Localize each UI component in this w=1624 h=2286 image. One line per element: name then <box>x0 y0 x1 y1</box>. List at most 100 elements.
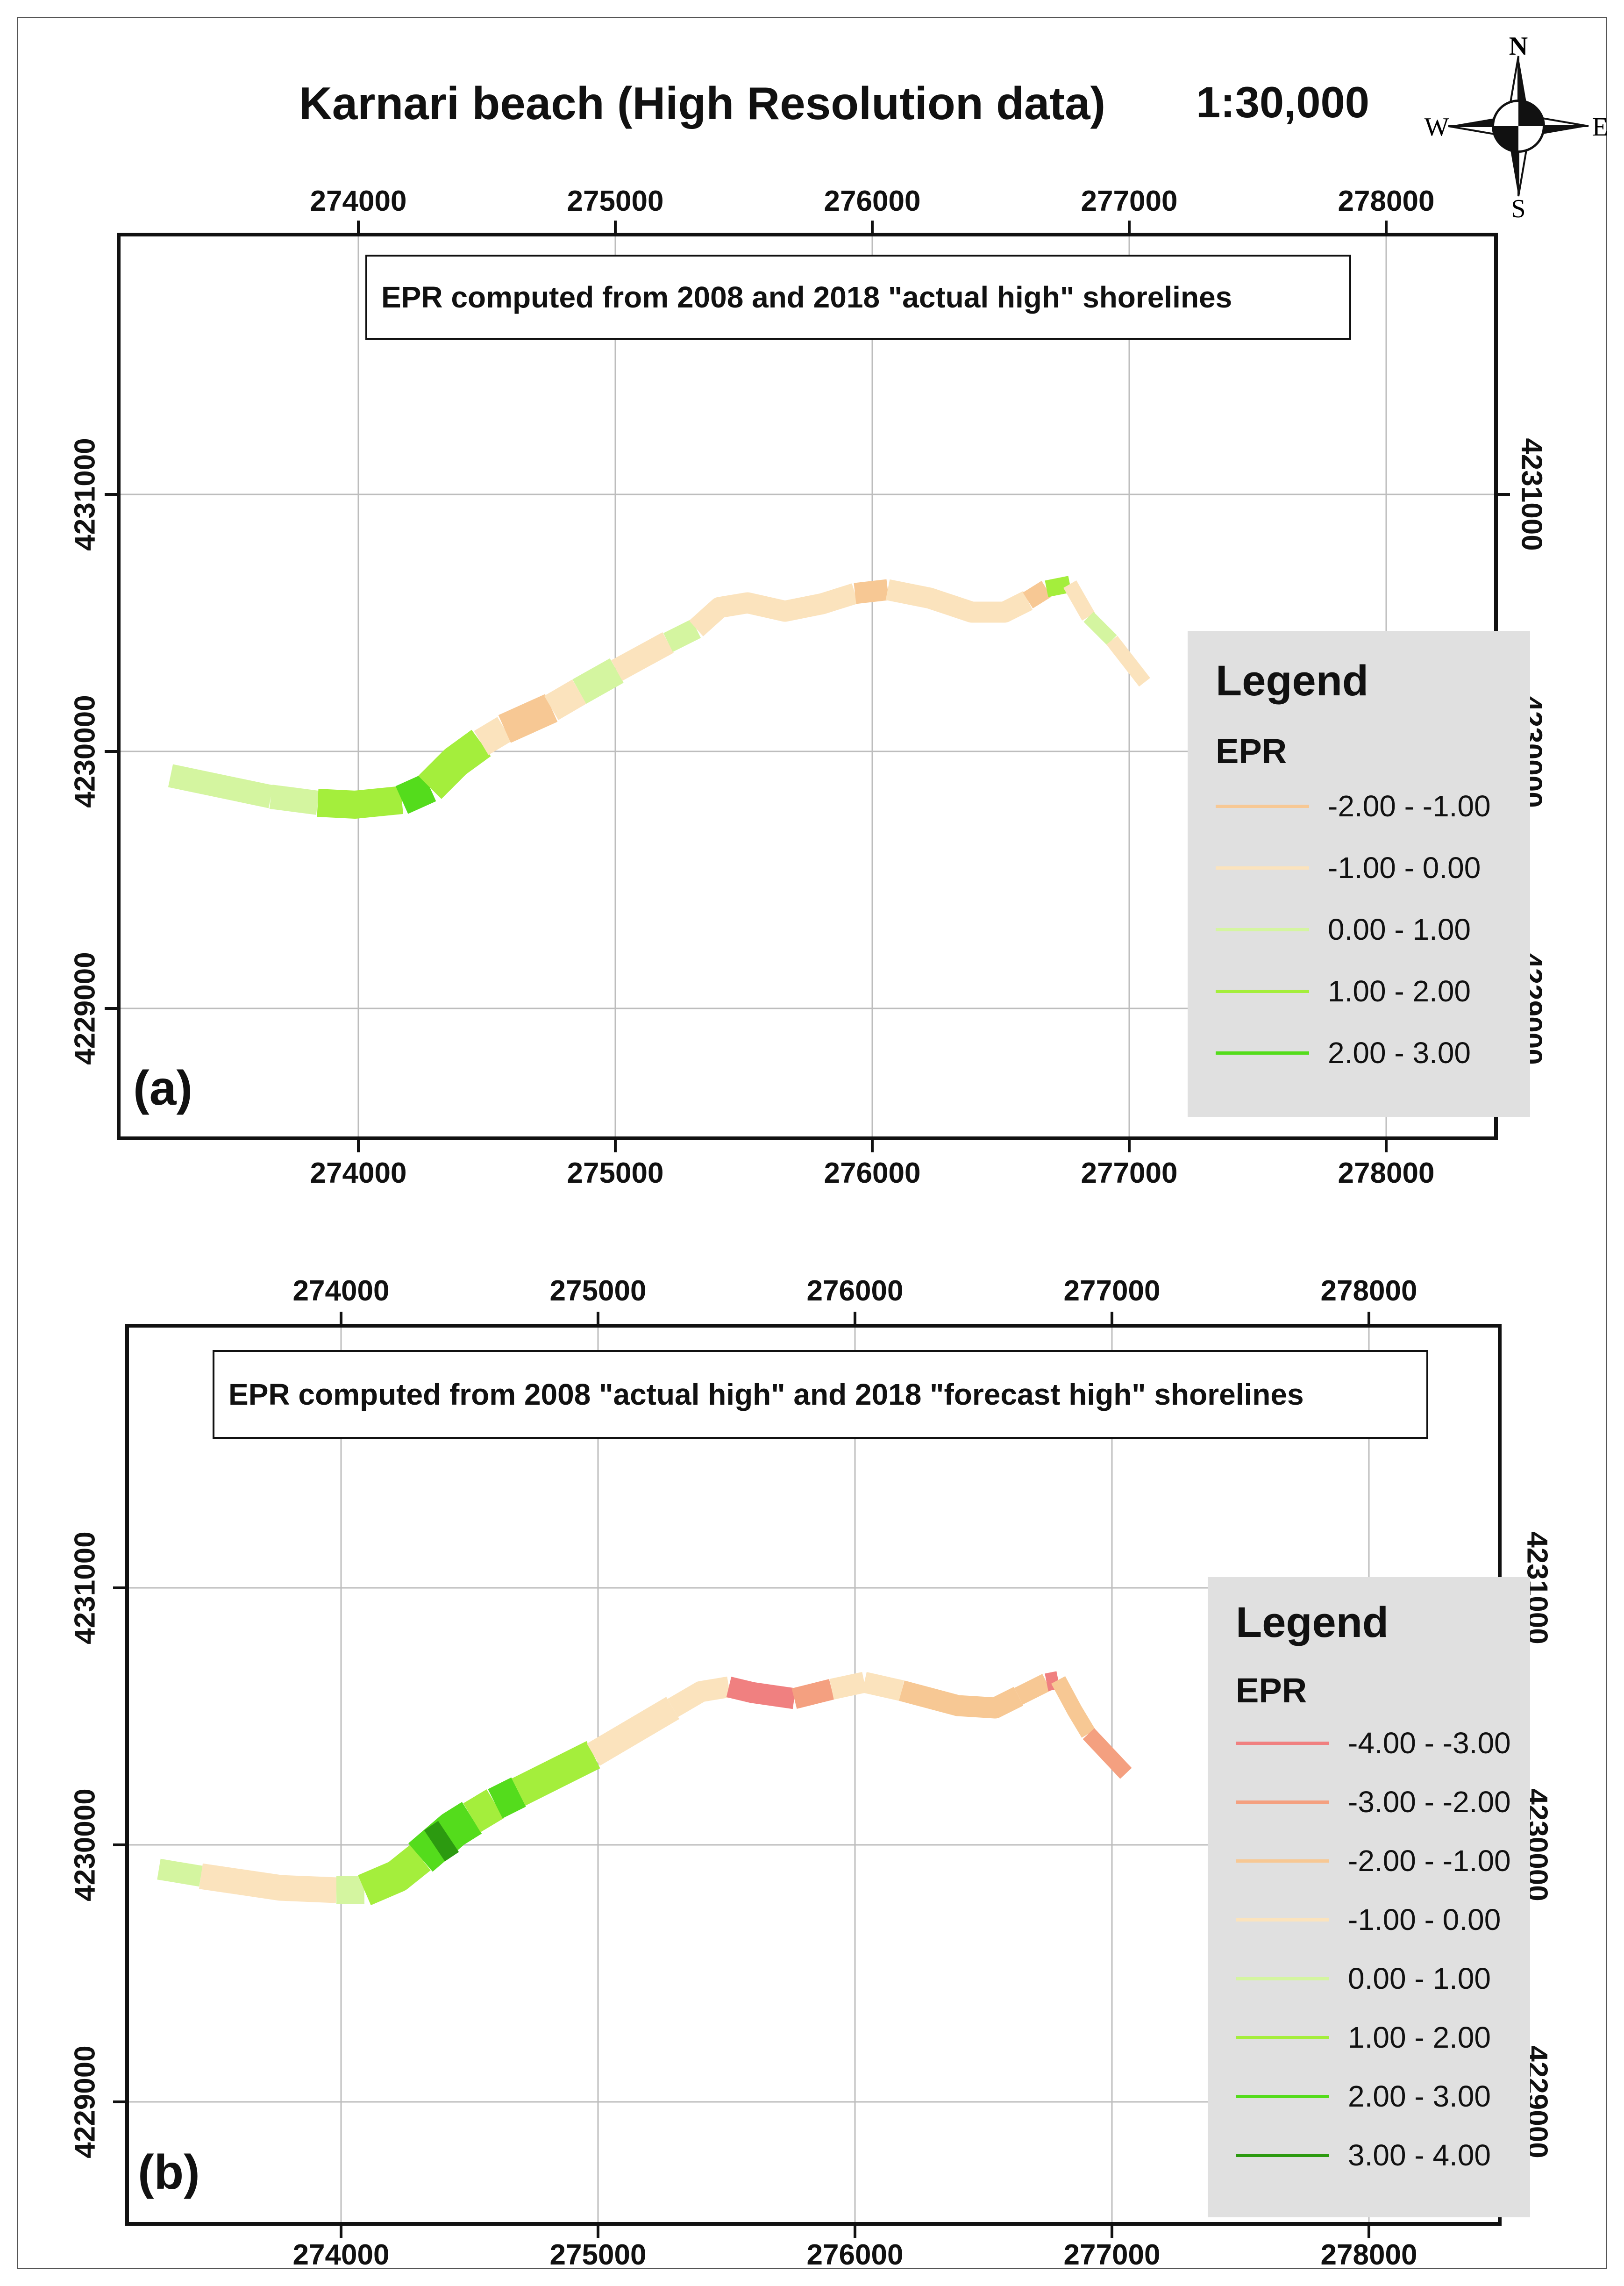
legend-title: Legend <box>1216 657 1369 705</box>
panel-b-legend: Legend EPR -4.00 - -3.00 -3.00 - -2.00 -… <box>1208 1577 1530 2217</box>
shoreline-segment <box>418 729 491 799</box>
north-arrow-icon: N S W E <box>1425 32 1609 223</box>
shoreline-segment <box>498 694 558 743</box>
panel-b-xtick-top: 275000 <box>549 1275 647 1307</box>
map-scale: 1:30,000 <box>1196 78 1370 127</box>
compass-w: W <box>1425 113 1449 142</box>
panel-b-xtick-top: 276000 <box>806 1275 904 1307</box>
figure-border <box>17 17 1607 2269</box>
shoreline-segment <box>157 1858 203 1887</box>
legend-item: 3.00 - 4.00 <box>1236 2138 1491 2172</box>
panel-b-label: (b) <box>138 2145 200 2200</box>
panel-a-legend: Legend EPR -2.00 - -1.00 -1.00 - 0.00 0.… <box>1188 631 1530 1117</box>
shoreline-segment <box>587 1697 679 1766</box>
legend-swatch <box>1236 2153 1329 2157</box>
legend-swatch <box>1216 989 1309 993</box>
shoreline-segment <box>572 658 624 704</box>
shoreline-segment <box>474 717 512 755</box>
shoreline-segment <box>408 1802 482 1872</box>
shoreline-segment <box>726 1677 796 1709</box>
shoreline-segment <box>689 583 858 636</box>
shoreline-segment <box>667 1676 731 1717</box>
shoreline-segment <box>1045 1671 1060 1691</box>
legend-item: 1.00 - 2.00 <box>1216 974 1471 1008</box>
legend-item: -2.00 - -1.00 <box>1236 1844 1511 1878</box>
panel-a-xtick-top: 275000 <box>567 185 664 217</box>
shoreline-segment <box>1045 576 1072 597</box>
panel-b-xtick-bottom: 277000 <box>1063 2239 1161 2271</box>
shoreline-segment <box>269 785 320 815</box>
panel-a-label: (a) <box>133 1061 193 1115</box>
legend-swatch <box>1236 1859 1329 1863</box>
legend-swatch <box>1236 1741 1329 1745</box>
legend-label: 2.00 - 3.00 <box>1348 2079 1491 2113</box>
panel-a-xtick-bottom: 275000 <box>567 1157 664 1189</box>
panel-b-xtick-bottom: 274000 <box>292 2239 390 2271</box>
shoreline-segment <box>1051 1676 1096 1738</box>
shoreline-segment <box>512 1741 600 1806</box>
legend-subtitle: EPR <box>1236 1671 1307 1710</box>
panel-a-xtick-top: 277000 <box>1081 185 1178 217</box>
legend-label: 1.00 - 2.00 <box>1328 974 1471 1008</box>
panel-b-xtick-bottom: 278000 <box>1320 2239 1417 2271</box>
shoreline-segment <box>862 1672 904 1701</box>
shoreline-segment <box>1106 636 1150 687</box>
legend-label: 3.00 - 4.00 <box>1348 2138 1491 2172</box>
panel-b-shoreline-epr <box>157 1671 1132 1906</box>
panel-b-caption: EPR computed from 2008 "actual high" and… <box>213 1350 1428 1439</box>
legend-item: 2.00 - 3.00 <box>1236 2079 1491 2113</box>
panel-a-xtick-top: 278000 <box>1338 185 1435 217</box>
legend-label: -2.00 - -1.00 <box>1348 1844 1511 1878</box>
panel-a-xtick-top: 276000 <box>824 185 921 217</box>
legend-swatch <box>1216 804 1309 808</box>
legend-item: -2.00 - -1.00 <box>1216 789 1491 823</box>
shoreline-segment <box>1083 1728 1132 1779</box>
shoreline-segment <box>1063 580 1095 621</box>
legend-swatch <box>1236 1918 1329 1922</box>
shoreline-segment <box>611 632 674 681</box>
shoreline-segment <box>463 1789 504 1832</box>
legend-swatch <box>1236 1977 1329 1980</box>
panel-b-xtick-bottom: 276000 <box>806 2239 904 2271</box>
legend-subtitle: EPR <box>1216 732 1287 771</box>
legend-label: -1.00 - 0.00 <box>1328 851 1481 885</box>
legend-label: -4.00 - -3.00 <box>1348 1726 1511 1760</box>
panel-b-xtick-top: 277000 <box>1063 1275 1161 1307</box>
shoreline-segment <box>199 1863 337 1903</box>
shoreline-segment <box>395 773 436 814</box>
legend-label: 1.00 - 2.00 <box>1348 2021 1491 2054</box>
shoreline-segment <box>885 579 1033 623</box>
map-title: Karnari beach (High Resolution data) <box>299 78 1106 129</box>
shoreline-segment <box>854 579 889 604</box>
legend-swatch <box>1236 1800 1329 1804</box>
shoreline-segment <box>544 679 587 720</box>
legend-item: -1.00 - 0.00 <box>1236 1903 1501 1936</box>
panel-b-xtick-top: 274000 <box>292 1275 390 1307</box>
shoreline-segment <box>663 619 701 652</box>
panel-a-caption: EPR computed from 2008 and 2018 "actual … <box>365 255 1351 340</box>
legend-label: 0.00 - 1.00 <box>1328 913 1471 946</box>
panel-a-xtick-top: 274000 <box>310 185 407 217</box>
compass-n: N <box>1509 32 1528 61</box>
compass-s: S <box>1511 194 1525 223</box>
shoreline-segment <box>358 1844 431 1906</box>
panel-a-shoreline-epr <box>168 576 1150 819</box>
shoreline-segment <box>488 1777 526 1819</box>
legend-item: 1.00 - 2.00 <box>1236 2021 1491 2054</box>
shoreline-segment <box>317 786 403 819</box>
legend-swatch <box>1216 928 1309 931</box>
legend-label: 0.00 - 1.00 <box>1348 1962 1491 1995</box>
compass-e: E <box>1592 113 1608 142</box>
shoreline-segment <box>899 1680 1024 1719</box>
legend-label: 2.00 - 3.00 <box>1328 1036 1471 1070</box>
shoreline-segment <box>168 764 274 808</box>
shoreline-segment <box>1023 581 1052 608</box>
panel-a-xtick-bottom: 277000 <box>1081 1157 1178 1189</box>
legend-item: -3.00 - -2.00 <box>1236 1785 1511 1819</box>
legend-item: -4.00 - -3.00 <box>1236 1726 1511 1760</box>
panel-a-xtick-bottom: 278000 <box>1338 1157 1435 1189</box>
legend-item: 0.00 - 1.00 <box>1216 913 1471 946</box>
shoreline-segment <box>829 1672 867 1700</box>
panel-b-xtick-top: 278000 <box>1320 1275 1417 1307</box>
